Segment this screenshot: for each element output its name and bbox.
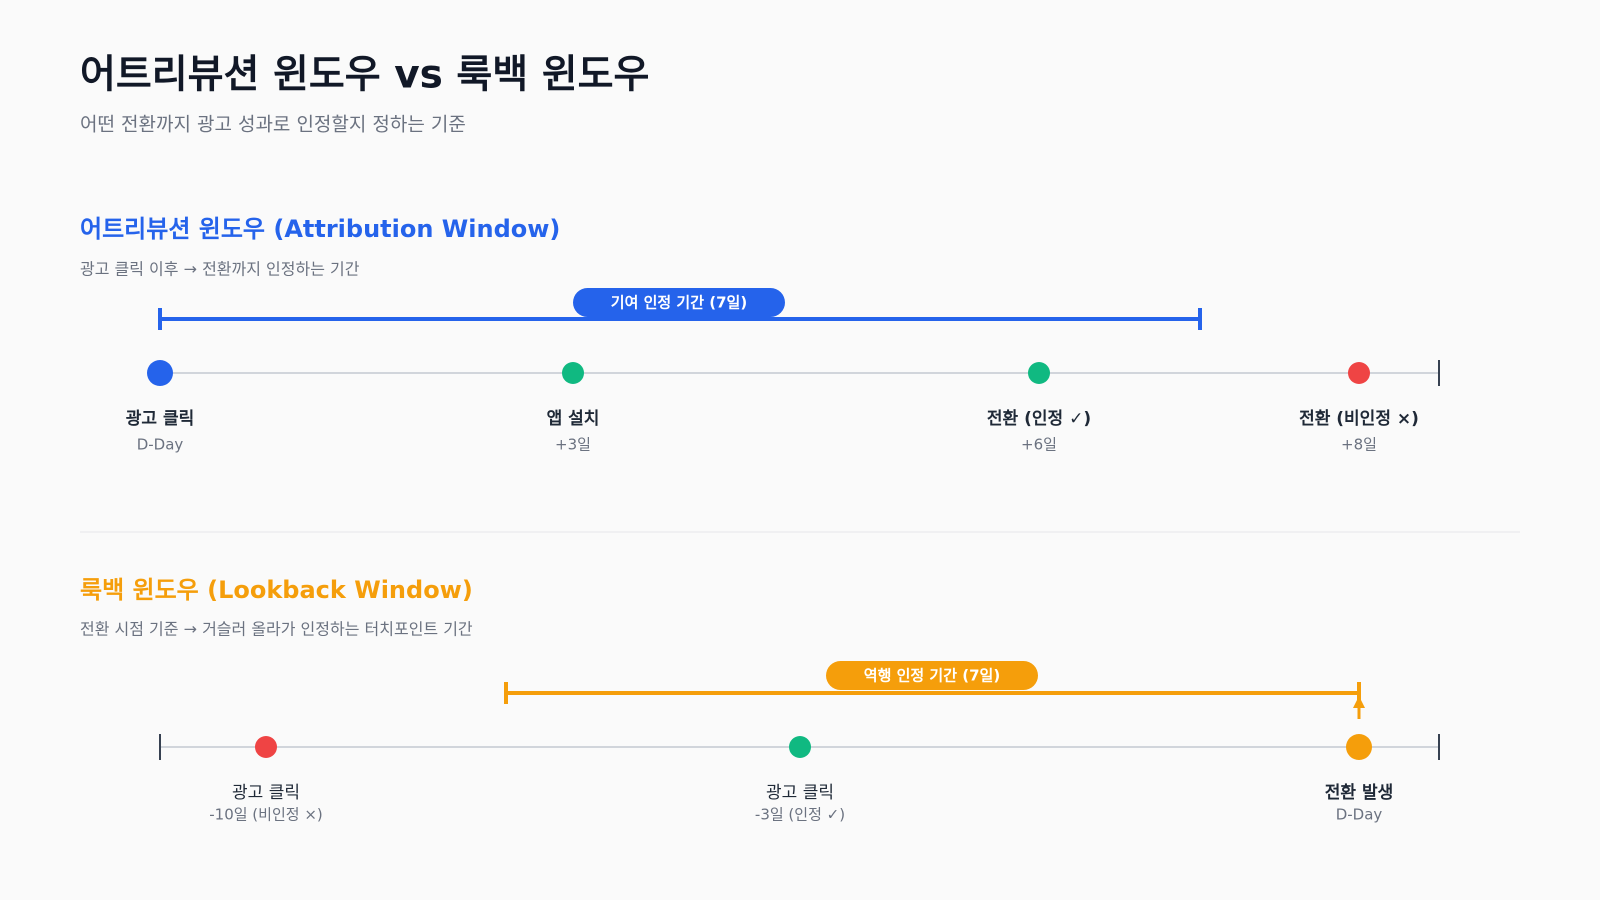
arrow-head bbox=[1353, 696, 1365, 708]
event-dot bbox=[255, 736, 277, 758]
event-when: -3일 (인정 ✓) bbox=[755, 806, 845, 824]
badge bbox=[826, 661, 1038, 690]
badge-label: 기여 인정 기간 (7일) bbox=[611, 294, 747, 312]
section-heading: 룩백 윈도우 (Lookback Window) bbox=[80, 576, 473, 604]
event-label: 광고 클릭 bbox=[766, 783, 834, 803]
event-dot bbox=[1346, 734, 1372, 760]
event-label: 광고 클릭 bbox=[232, 783, 300, 803]
section-description: 전환 시점 기준 → 거슬러 올라가 인정하는 터치포인트 기간 bbox=[80, 620, 473, 639]
event-label: 전환 (인정 ✓) bbox=[987, 409, 1091, 429]
event-when: D-Day bbox=[137, 436, 184, 454]
badge-label: 역행 인정 기간 (7일) bbox=[864, 667, 1000, 685]
event-dot bbox=[1348, 362, 1370, 384]
event-label: 전환 발생 bbox=[1325, 783, 1393, 803]
event-dot bbox=[147, 360, 173, 386]
section-heading: 어트리뷰션 윈도우 (Attribution Window) bbox=[80, 215, 560, 243]
bracket bbox=[158, 308, 1202, 330]
event-label: 광고 클릭 bbox=[126, 409, 194, 429]
section-description: 광고 클릭 이후 → 전환까지 인정하는 기간 bbox=[80, 260, 360, 279]
badge bbox=[573, 288, 785, 317]
event-when: +3일 bbox=[555, 436, 591, 454]
event-dot bbox=[562, 362, 584, 384]
event-when: -10일 (비인정 ×) bbox=[209, 806, 323, 824]
event-label: 앱 설치 bbox=[547, 408, 600, 429]
event-label: 전환 (비인정 ×) bbox=[1299, 409, 1419, 429]
event-when: +8일 bbox=[1341, 436, 1377, 454]
title: 어트리뷰션 윈도우 vs 룩백 윈도우 bbox=[80, 53, 649, 98]
event-when: +6일 bbox=[1021, 436, 1057, 454]
subtitle: 어떤 전환까지 광고 성과로 인정할지 정하는 기준 bbox=[80, 114, 466, 136]
event-dot bbox=[789, 736, 811, 758]
event-dot bbox=[1028, 362, 1050, 384]
event-when: D-Day bbox=[1336, 806, 1383, 824]
